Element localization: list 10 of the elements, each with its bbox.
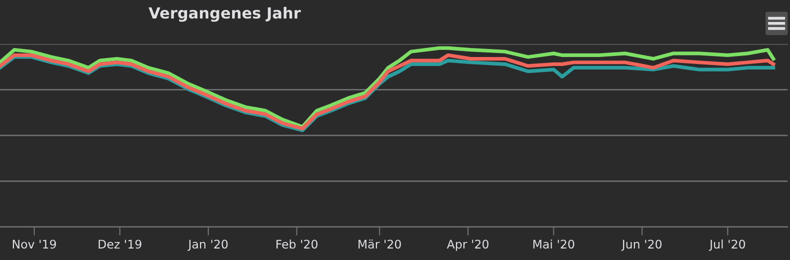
x-tick-label: Feb '20 [276,239,318,249]
chart-title: Vergangenes Jahr [148,6,301,22]
x-tick-label: Jul '20 [708,239,746,251]
x-tick-label: Jan '20 [188,240,228,251]
x-tick-label: Nov '19 [12,240,56,249]
x-tick-label: Mär '20 [358,240,401,249]
x-tick-label: Mai '20 [533,239,574,249]
x-tick-label: Dez '19 [98,240,142,249]
x-tick-label: Jun '20 [621,240,662,251]
x-tick-label: Apr '20 [446,240,488,251]
